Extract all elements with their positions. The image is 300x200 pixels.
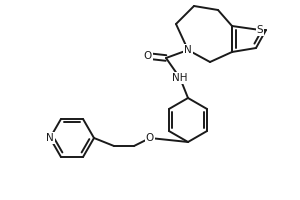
Text: N: N [46,133,54,143]
Text: N: N [184,45,192,55]
Text: O: O [144,51,152,61]
Text: O: O [146,133,154,143]
Text: NH: NH [172,73,188,83]
Text: S: S [257,25,263,35]
